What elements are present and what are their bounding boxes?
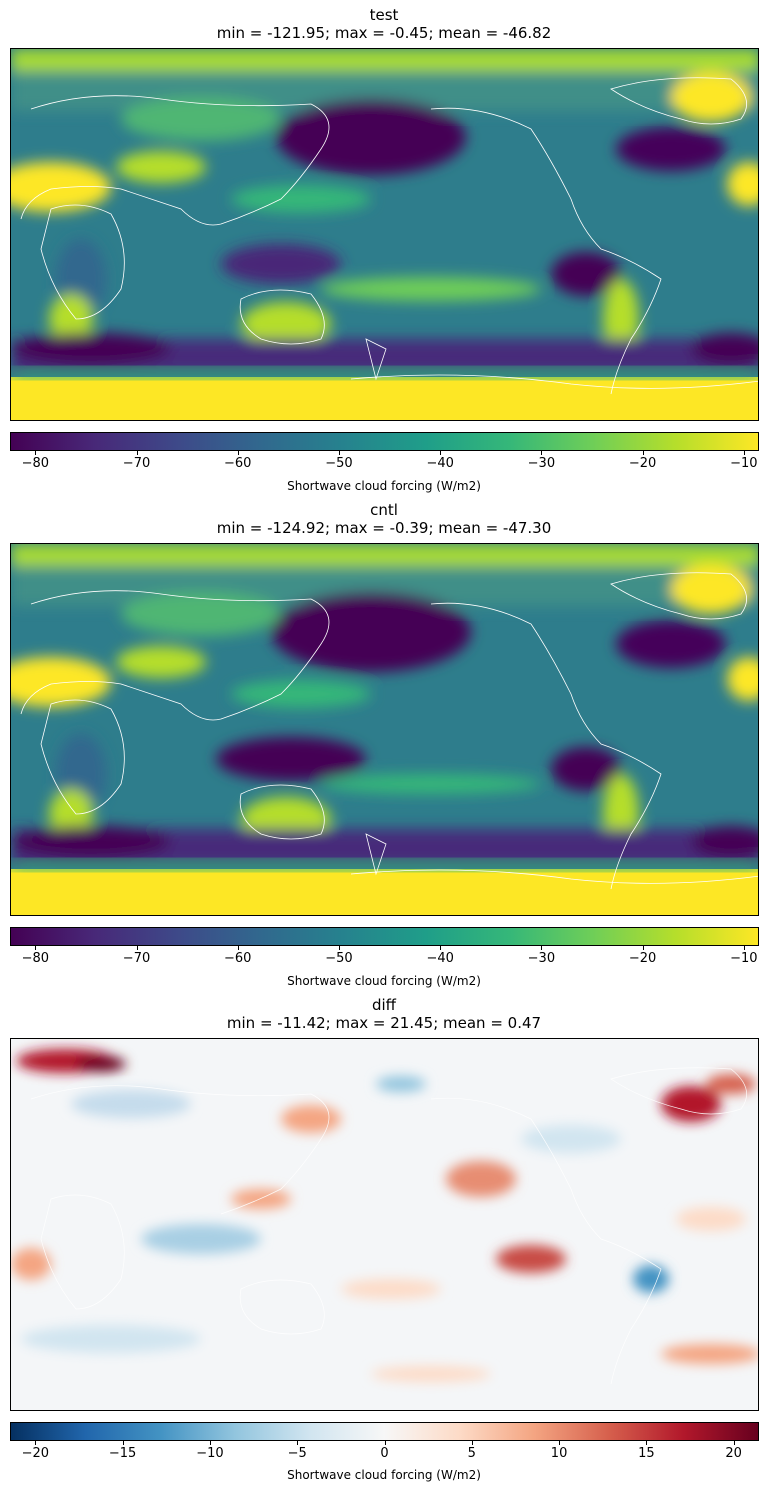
colorbar-tick — [440, 946, 442, 950]
colorbar-tick — [136, 946, 138, 950]
panel-title-test: test — [369, 6, 399, 24]
colorbar-tick — [35, 946, 37, 950]
colorbar-tick-label: −10 — [730, 456, 758, 471]
colorbar-tick — [35, 1441, 37, 1445]
colorbar-tick — [237, 451, 239, 455]
panel-subtitle-test: min = -121.95; max = -0.45; mean = -46.8… — [216, 24, 552, 42]
colorbar-tick — [541, 946, 543, 950]
map-diff — [10, 1038, 759, 1411]
colorbar-tick — [122, 1441, 124, 1445]
colorbar-tick — [743, 451, 745, 455]
colorbar-tick-label: −50 — [325, 456, 353, 471]
colorbar-label-diff: Shortwave cloud forcing (W/m2) — [287, 1468, 481, 1482]
colorbar-tick-label: −20 — [628, 456, 657, 471]
colorbar-tick — [541, 451, 543, 455]
colorbar-tick-label: −70 — [122, 951, 151, 966]
colorbar-tick — [209, 1441, 211, 1445]
colorbar-label-cntl: Shortwave cloud forcing (W/m2) — [287, 974, 481, 988]
map-cntl — [10, 543, 759, 916]
colorbar-tick-label: −30 — [527, 951, 556, 966]
colorbar-tick — [642, 946, 644, 950]
colorbar-diff — [10, 1422, 759, 1441]
colorbar-ticks-diff: −20 −15 −10 −5 0 5 10 15 20 — [10, 1441, 759, 1465]
colorbar-tick — [642, 451, 644, 455]
colorbar-tick-label: 10 — [550, 1446, 568, 1461]
colorbar-tick-label: 20 — [725, 1446, 742, 1461]
colorbar-tick-label: −50 — [325, 951, 353, 966]
panel-subtitle-cntl: min = -124.92; max = -0.39; mean = -47.3… — [216, 519, 552, 537]
colorbar-tick — [35, 451, 37, 455]
panel-title-cntl: cntl — [370, 501, 398, 519]
colorbar-tick — [384, 1441, 386, 1445]
colorbar-tick-label: −5 — [287, 1446, 307, 1461]
colorbar-ticks-test: −80 −70 −60 −50 −40 −30 −20 −10 — [10, 451, 759, 475]
colorbar-cntl — [10, 927, 759, 946]
map-test — [10, 48, 759, 421]
colorbar-tick-label: −30 — [527, 456, 556, 471]
colorbar-tick-label: 15 — [638, 1446, 655, 1461]
colorbar-tick-label: −20 — [628, 951, 657, 966]
colorbar-tick-label: −20 — [21, 1446, 50, 1461]
colorbar-label-test: Shortwave cloud forcing (W/m2) — [287, 479, 481, 493]
colorbar-tick — [237, 946, 239, 950]
colorbar-tick-label: −80 — [21, 456, 50, 471]
colorbar-tick — [338, 946, 340, 950]
panel-title-diff: diff — [371, 996, 397, 1014]
colorbar-tick-label: 5 — [467, 1446, 476, 1461]
colorbar-tick-label: −80 — [21, 951, 50, 966]
colorbar-tick-label: −60 — [224, 456, 252, 471]
colorbar-tick-label: −10 — [730, 951, 758, 966]
colorbar-tick — [338, 451, 340, 455]
colorbar-tick — [646, 1441, 648, 1445]
colorbar-tick — [743, 946, 745, 950]
panel-subtitle-diff: min = -11.42; max = 21.45; mean = 0.47 — [226, 1014, 542, 1032]
colorbar-tick-label: −10 — [196, 1446, 224, 1461]
colorbar-tick — [297, 1441, 299, 1445]
colorbar-tick — [733, 1441, 735, 1445]
colorbar-tick — [440, 451, 442, 455]
colorbar-tick-label: −40 — [426, 456, 454, 471]
colorbar-tick-label: −60 — [224, 951, 252, 966]
colorbar-tick-label: −40 — [426, 951, 454, 966]
colorbar-tick — [559, 1441, 561, 1445]
colorbar-tick-label: −70 — [122, 456, 151, 471]
colorbar-tick-label: 0 — [380, 1446, 389, 1461]
colorbar-tick — [136, 451, 138, 455]
colorbar-tick — [471, 1441, 473, 1445]
colorbar-ticks-cntl: −80 −70 −60 −50 −40 −30 −20 −10 — [10, 946, 759, 970]
colorbar-tick-label: −15 — [108, 1446, 137, 1461]
colorbar-test — [10, 432, 759, 451]
